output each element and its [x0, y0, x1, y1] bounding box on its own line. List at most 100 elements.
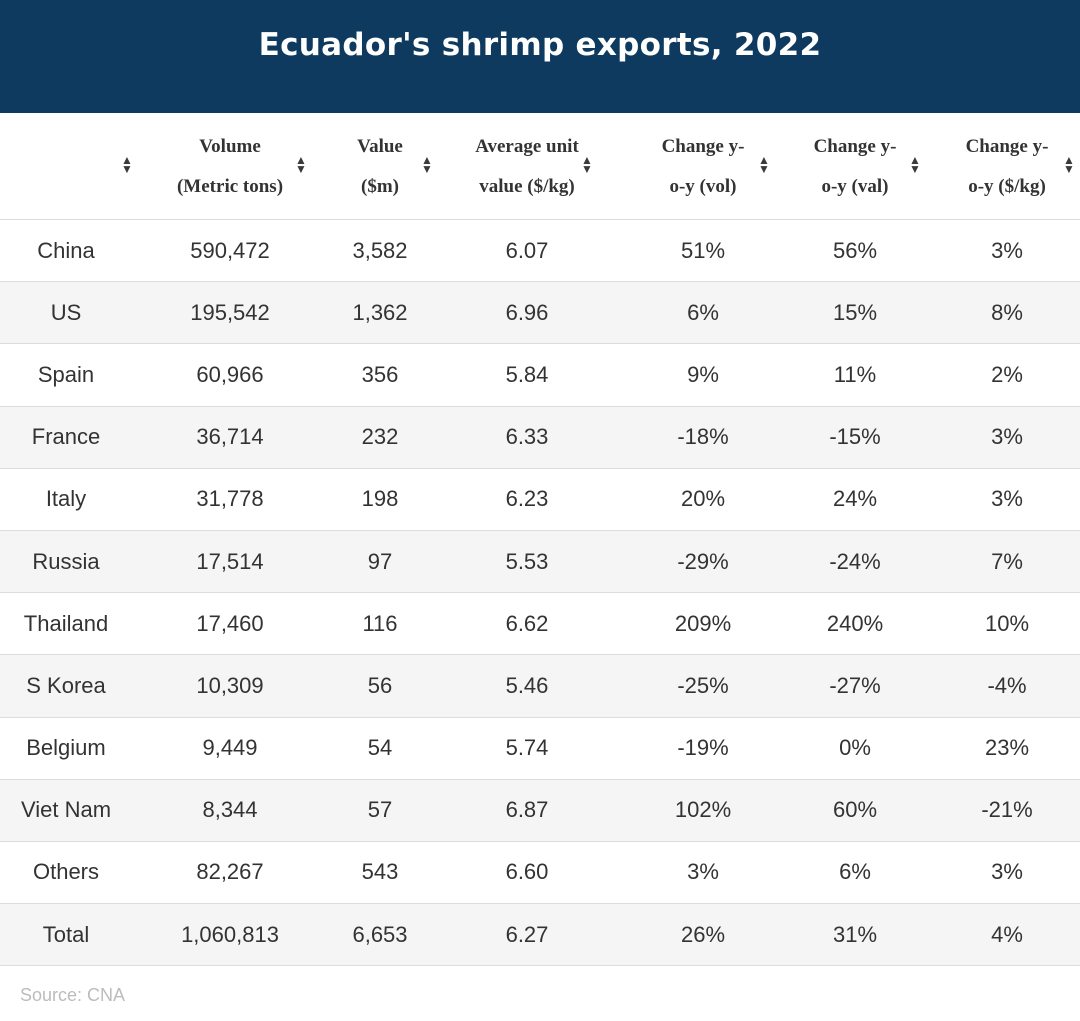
source-note: Source: CNA	[20, 985, 126, 1005]
column-header-value[interactable]: Value ($m)	[330, 113, 430, 220]
cell-avg_unit: 6.33	[505, 424, 549, 450]
table-row: S Korea 10,309 56 5.46 -25% -27% -4%	[0, 655, 1080, 718]
cell-value: 116	[362, 610, 398, 636]
table-row: Spain 60,966 356 5.84 9% 11% 2%	[0, 344, 1080, 407]
cell-avg_unit: 6.07	[505, 237, 549, 263]
cell-chg_kg: -21%	[981, 797, 1033, 823]
cell-chg_vol: -25%	[677, 672, 729, 698]
cell-country: S Korea	[26, 672, 106, 698]
sort-updown-icon[interactable]: ▲ ▼	[1063, 153, 1075, 176]
cell-country: France	[31, 424, 101, 450]
cell-avg_unit: 5.74	[505, 735, 549, 761]
cell-country: Viet Nam	[20, 797, 112, 823]
column-header-country[interactable]	[1, 113, 131, 220]
cell-volume: 8,344	[202, 797, 258, 823]
sort-updown-icon[interactable]: ▲ ▼	[909, 153, 921, 176]
sort-updown-icon[interactable]: ▲ ▼	[581, 153, 593, 176]
cell-volume: 9,449	[202, 735, 258, 761]
cell-chg_vol: 26%	[680, 921, 726, 947]
column-header-line: ($m)	[361, 175, 399, 197]
cell-chg_val: 15%	[832, 299, 878, 325]
column-header-line: Value	[357, 135, 403, 157]
cell-avg_unit: 5.84	[505, 361, 549, 387]
column-header-line: o-y ($/kg)	[968, 175, 1046, 197]
cell-chg_kg: 3%	[991, 424, 1023, 450]
cell-avg_unit: 6.23	[505, 486, 549, 512]
cell-chg_val: 240%	[826, 610, 884, 636]
cell-chg_val: 60%	[832, 797, 878, 823]
cell-chg_kg: 8%	[991, 299, 1023, 325]
table-row: France 36,714 232 6.33 -18% -15% 3%	[0, 406, 1080, 469]
cell-avg_unit: 6.87	[505, 797, 549, 823]
cell-chg_val: 11%	[833, 361, 877, 387]
cell-country: Spain	[37, 361, 95, 387]
cell-volume: 82,267	[196, 859, 264, 885]
cell-volume: 31,778	[196, 486, 264, 512]
column-header-line: Volume	[199, 135, 261, 157]
cell-value: 356	[361, 361, 399, 387]
column-header-line: o-y (vol)	[669, 175, 737, 197]
cell-volume: 10,309	[196, 672, 264, 698]
table-row: Viet Nam 8,344 57 6.87 102% 60% -21%	[0, 779, 1080, 842]
column-header-volume[interactable]: Volume (Metric tons)	[155, 113, 305, 220]
table-row: Belgium 9,449 54 5.74 -19% 0% 23%	[0, 718, 1080, 780]
cell-chg_kg: 10%	[984, 610, 1030, 636]
cell-avg_unit: 5.46	[505, 672, 549, 698]
cell-chg_kg: 3%	[991, 237, 1023, 263]
cell-chg_val: 24%	[832, 486, 878, 512]
column-header-chg_kg[interactable]: Change y-o-y ($/kg)	[942, 113, 1072, 220]
cell-country: China	[37, 237, 95, 263]
cell-chg_kg: 7%	[991, 548, 1023, 574]
cell-avg_unit: 5.53	[505, 548, 549, 574]
cell-country: Russia	[32, 548, 100, 574]
cell-chg_kg: -4%	[987, 672, 1027, 698]
table-body: China 590,472 3,582 6.07 51% 56% 3% US 195,542 1,…	[0, 220, 1080, 967]
column-header-line: Change y-	[813, 135, 897, 157]
data-table: ▲ ▼ Volume (Metric tons) ▲ ▼ Value ($m) ▲ ▼ Averag…	[0, 113, 1080, 967]
cell-chg_vol: 6%	[687, 299, 719, 325]
cell-chg_val: 56%	[832, 237, 878, 263]
table-row: Russia 17,514 97 5.53 -29% -24% 7%	[0, 530, 1080, 594]
table-row: China 590,472 3,582 6.07 51% 56% 3%	[0, 220, 1080, 283]
table-row: Others 82,267 543 6.60 3% 6% 3%	[0, 842, 1080, 905]
column-header-chg_vol[interactable]: Change y-o-y (vol)	[643, 113, 763, 220]
column-header-avg_unit[interactable]: Average unit value ($/kg)	[457, 113, 597, 220]
page-title: Ecuador's shrimp exports, 2022	[258, 26, 822, 63]
cell-chg_vol: 51%	[680, 237, 726, 263]
cell-volume: 17,514	[196, 548, 264, 574]
cell-volume: 36,714	[196, 424, 264, 450]
sort-updown-icon[interactable]: ▲ ▼	[295, 153, 307, 176]
cell-volume: 60,966	[196, 361, 264, 387]
cell-chg_vol: -19%	[677, 735, 729, 761]
cell-value: 6,653	[352, 921, 408, 947]
cell-chg_vol: 102%	[674, 797, 732, 823]
table-row: Total 1,060,813 6,653 6.27 26% 31% 4%	[0, 904, 1080, 967]
cell-volume: 195,542	[190, 299, 270, 325]
sort-updown-icon[interactable]: ▲ ▼	[421, 153, 433, 176]
column-header-chg_val[interactable]: Change y-o-y (val)	[795, 113, 915, 220]
column-header-line: Change y-	[661, 135, 745, 157]
cell-chg_kg: 2%	[991, 361, 1023, 387]
cell-volume: 17,460	[196, 610, 264, 636]
cell-chg_vol: 20%	[680, 486, 726, 512]
column-header-line: Average unit	[475, 135, 579, 157]
cell-avg_unit: 6.60	[505, 859, 549, 885]
cell-volume: 590,472	[190, 237, 270, 263]
cell-value: 1,362	[352, 299, 408, 325]
cell-avg_unit: 6.27	[505, 921, 549, 947]
title-bar: Ecuador's shrimp exports, 2022	[0, 0, 1080, 113]
cell-chg_kg: 23%	[984, 735, 1030, 761]
sort-updown-icon[interactable]: ▲ ▼	[121, 153, 133, 176]
column-header-line: o-y (val)	[821, 175, 889, 197]
cell-country: Total	[42, 921, 90, 947]
cell-country: Italy	[45, 486, 87, 512]
cell-value: 57	[367, 797, 393, 823]
cell-avg_unit: 6.96	[505, 299, 549, 325]
cell-country: US	[50, 299, 82, 325]
column-header-line: value ($/kg)	[479, 175, 575, 197]
table-row: Thailand 17,460 116 6.62 209% 240% 10%	[0, 593, 1080, 656]
cell-value: 56	[367, 672, 393, 698]
sort-updown-icon[interactable]: ▲ ▼	[758, 153, 770, 176]
column-header-line: (Metric tons)	[176, 175, 284, 197]
cell-value: 198	[361, 486, 399, 512]
